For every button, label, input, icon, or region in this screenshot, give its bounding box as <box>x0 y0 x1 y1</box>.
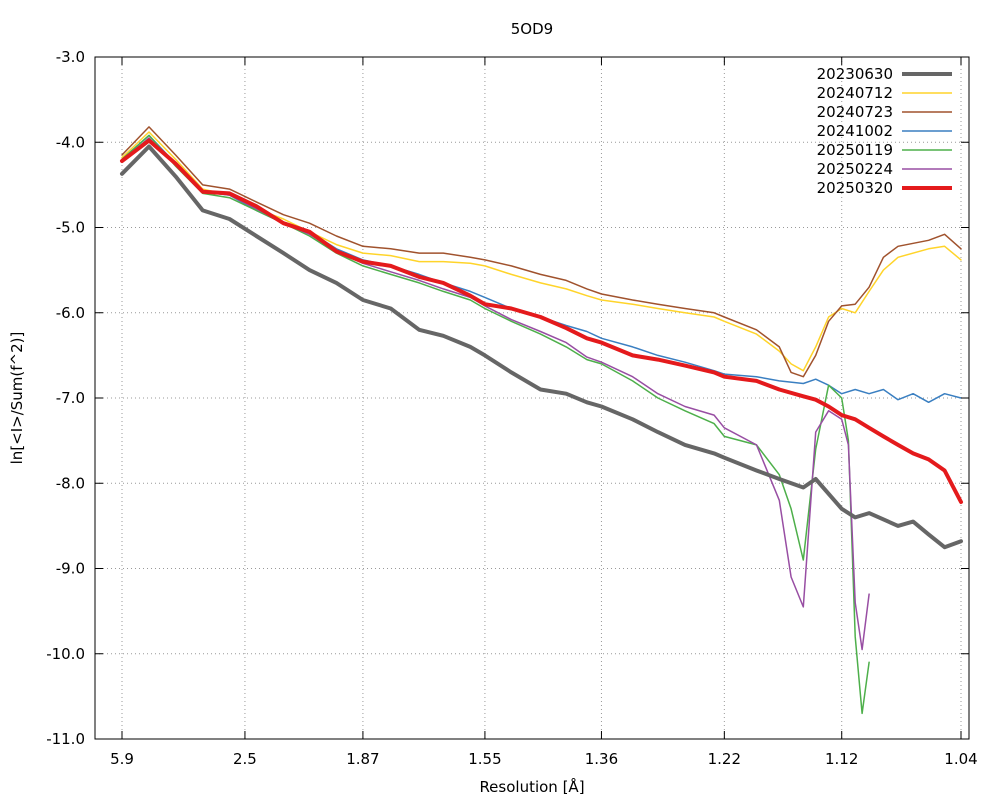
series-line-20230630 <box>120 144 963 550</box>
x-tick-label: 1.12 <box>825 750 858 768</box>
y-tick-label: -5.0 <box>56 219 85 237</box>
legend-label: 20241002 <box>817 122 893 140</box>
y-tick-label: -9.0 <box>56 560 85 578</box>
legend-label: 20250224 <box>817 160 893 178</box>
y-tick-label: -7.0 <box>56 389 85 407</box>
y-axis-label: ln[<I>/Sum(f^2)] <box>8 332 26 465</box>
chart-title: 5OD9 <box>511 20 553 38</box>
x-tick-label: 2.5 <box>233 750 257 768</box>
x-tick-label: 1.87 <box>346 750 379 768</box>
legend-label: 20250320 <box>817 179 893 197</box>
ticks: 5.9 2.5 1.87 1.55 1.36 1.22 1.12 1.04 -3.0 -4.0 -5… <box>46 48 978 768</box>
legend-label: 20230630 <box>817 65 893 83</box>
y-tick-label: -3.0 <box>56 48 85 66</box>
series-line-20240712 <box>121 131 962 372</box>
legend-label: 20250119 <box>817 141 893 159</box>
x-tick-label: 1.55 <box>468 750 501 768</box>
y-tick-label: -8.0 <box>56 474 85 492</box>
y-tick-label: -11.0 <box>46 730 85 748</box>
x-tick-label: 1.22 <box>708 750 741 768</box>
y-tick-label: -4.0 <box>56 133 85 151</box>
legend-label: 20240723 <box>817 103 893 121</box>
x-axis-label: Resolution [Å] <box>479 777 584 796</box>
series-line-20250320 <box>120 138 963 504</box>
y-tick-label: -10.0 <box>46 645 85 663</box>
legend: 2023063020240712202407232024100220250119… <box>817 65 952 197</box>
x-tick-label: 1.04 <box>944 750 977 768</box>
series-line-20240723 <box>121 126 962 378</box>
y-tick-label: -6.0 <box>56 304 85 322</box>
x-tick-label: 1.36 <box>585 750 618 768</box>
series-layer <box>120 126 963 715</box>
legend-label: 20240712 <box>817 84 893 102</box>
x-tick-label: 5.9 <box>110 750 134 768</box>
